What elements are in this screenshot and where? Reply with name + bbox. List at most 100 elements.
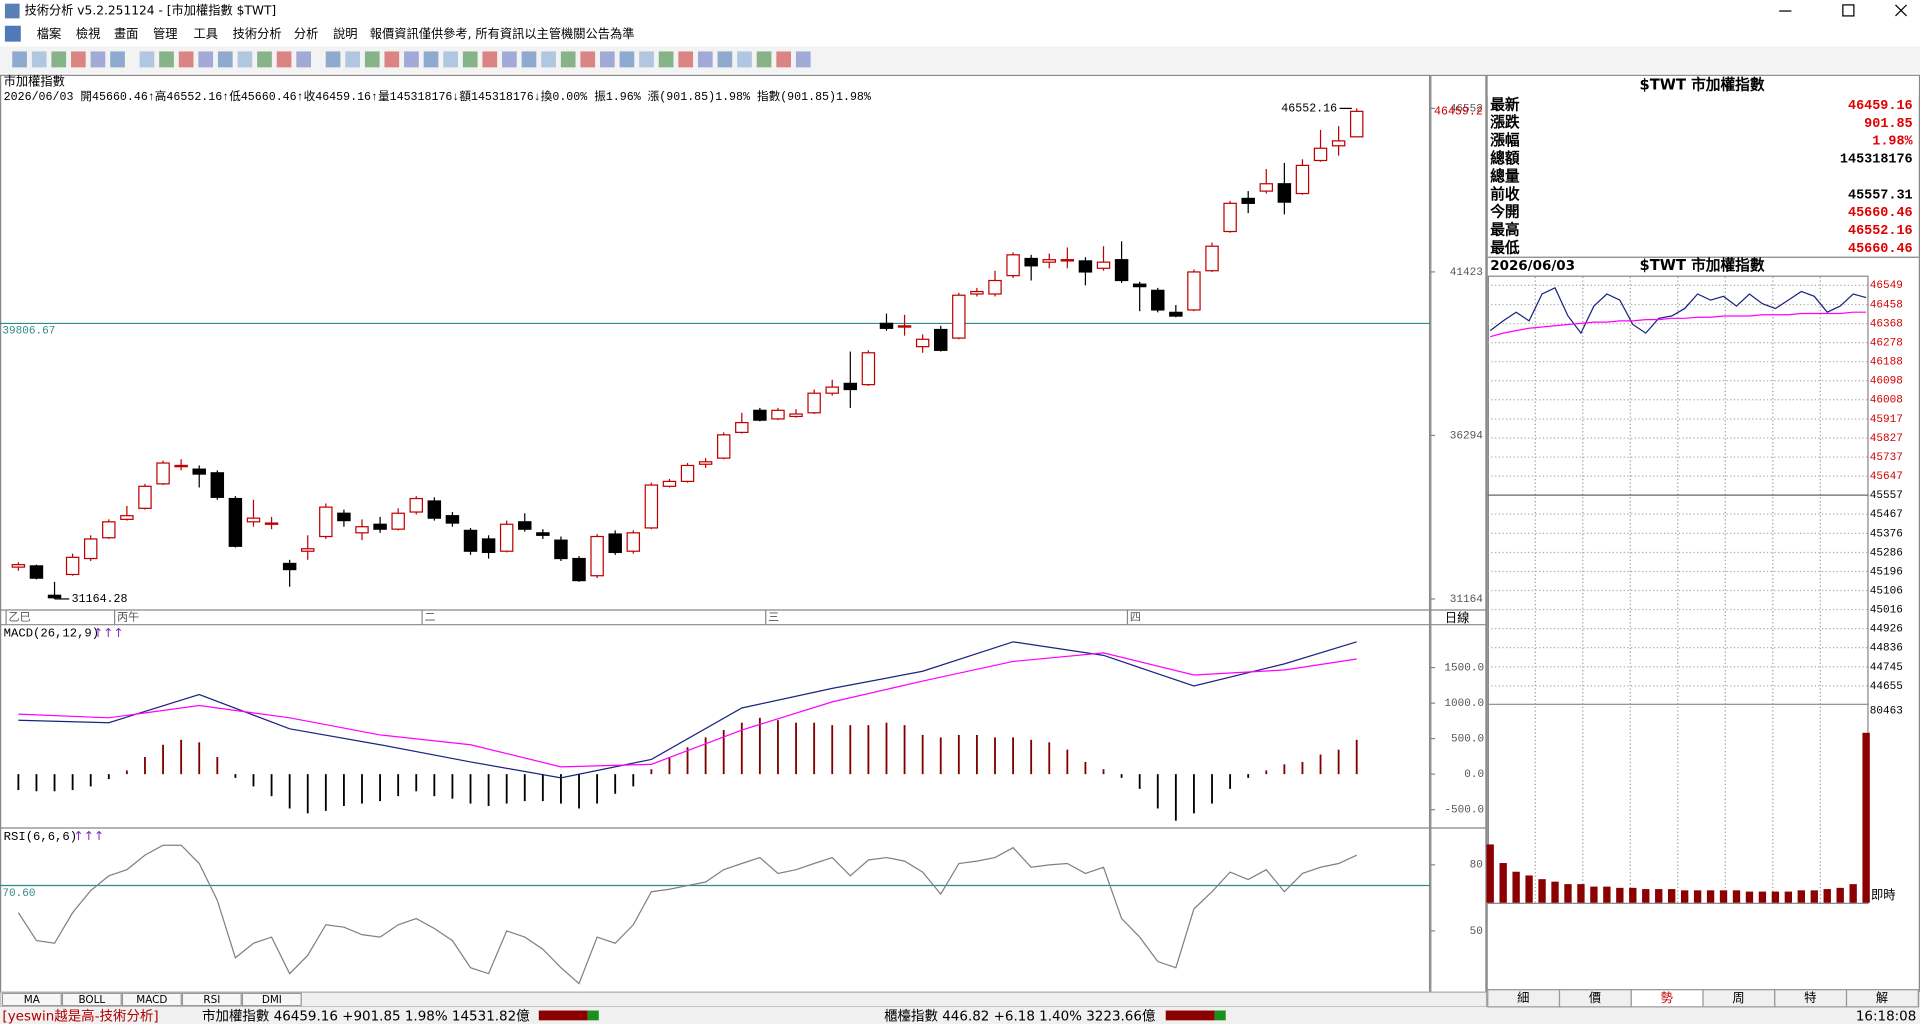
- rsi-title: RSI(6,6,6): [4, 830, 77, 844]
- candle-body: [391, 512, 405, 530]
- toolbar-button[interactable]: [325, 51, 341, 68]
- toolbar-button[interactable]: [257, 51, 272, 68]
- y-tick-label: 45737: [1870, 452, 1903, 464]
- toolbar-button[interactable]: [276, 51, 292, 68]
- indicator-tab[interactable]: [61, 992, 122, 1007]
- toolbar-button[interactable]: [737, 51, 752, 68]
- toolbar-button[interactable]: [384, 51, 400, 68]
- toolbar-button[interactable]: [51, 51, 67, 68]
- quote-tab-label: 細: [1517, 991, 1529, 1005]
- toolbar-button[interactable]: [619, 51, 635, 68]
- quote-label: 漲幅: [1490, 131, 1520, 149]
- toolbar-button[interactable]: [110, 51, 125, 68]
- toolbar-button[interactable]: [678, 51, 694, 68]
- toolbar-button[interactable]: [560, 51, 576, 68]
- toolbar-button[interactable]: [639, 51, 654, 68]
- toolbar-button[interactable]: [12, 51, 27, 68]
- candle-body: [445, 515, 460, 524]
- candle-body: [83, 538, 98, 560]
- menu-item[interactable]: 檢視: [76, 26, 100, 41]
- toolbar-button[interactable]: [462, 51, 478, 68]
- toolbar-button[interactable]: [776, 51, 792, 68]
- toolbar-button[interactable]: [756, 51, 772, 68]
- toolbar-button[interactable]: [795, 51, 811, 68]
- toolbar-button[interactable]: [198, 51, 214, 68]
- toolbar-button[interactable]: [658, 51, 674, 68]
- y-tick-label: 46008: [1870, 395, 1903, 407]
- status-otc: 櫃檯指數 446.82 +6.18 1.40% 3223.66億: [884, 1009, 1155, 1024]
- y-tick-label: 45376: [1870, 528, 1903, 540]
- toolbar-button[interactable]: [502, 51, 517, 68]
- candle-body: [1187, 271, 1201, 311]
- indicator-tab[interactable]: [1, 992, 62, 1007]
- toolbar-button[interactable]: [217, 51, 233, 68]
- quote-value: 46552.16: [1848, 224, 1913, 239]
- toolbar-button[interactable]: [697, 51, 713, 68]
- volume-bar: [1590, 886, 1598, 903]
- quote-tab-label: 勢: [1661, 990, 1673, 1005]
- indicator-tab[interactable]: [241, 992, 302, 1007]
- candle-body: [1169, 311, 1183, 317]
- candle-body: [1060, 259, 1075, 262]
- toolbar-button[interactable]: [364, 51, 380, 68]
- toolbar-button[interactable]: [159, 51, 174, 68]
- quote-tab[interactable]: [1845, 989, 1919, 1008]
- quote-label: 最新: [1490, 95, 1520, 113]
- y-tick-label: 1500.0: [1444, 662, 1484, 674]
- toolbar-button[interactable]: [541, 51, 556, 68]
- toolbar-button[interactable]: [717, 51, 733, 68]
- candle-body: [554, 539, 568, 560]
- indicator-tab[interactable]: [181, 992, 242, 1007]
- quote-label: 最高: [1490, 221, 1520, 239]
- toolbar-button[interactable]: [296, 51, 312, 68]
- maximize-button[interactable]: [1842, 4, 1855, 17]
- toolbar-button[interactable]: [521, 51, 537, 68]
- candle-body: [427, 500, 442, 519]
- toolbar-button[interactable]: [600, 51, 615, 68]
- status-gauge: [1165, 1010, 1215, 1021]
- menu-item[interactable]: 工具: [193, 27, 217, 41]
- candle-body: [1132, 283, 1147, 288]
- toolbar-button[interactable]: [31, 51, 47, 68]
- high-label: 46552.16: [1281, 102, 1337, 115]
- toolbar-button[interactable]: [237, 51, 253, 68]
- toolbar-button[interactable]: [482, 51, 498, 68]
- indicator-tab-label: MACD: [136, 994, 167, 1006]
- y-tick-label: 500.0: [1451, 734, 1484, 746]
- y-tick-label: 46278: [1870, 338, 1903, 350]
- toolbar-button[interactable]: [443, 51, 458, 68]
- window-title: 技術分析 v5.2.251124 - [市加權指數 $TWT]: [24, 3, 276, 18]
- candle-body: [301, 548, 315, 552]
- candle-body: [771, 409, 785, 420]
- menu-item[interactable]: 技術分析: [233, 27, 282, 41]
- candle-body: [47, 594, 62, 599]
- chart-title: 市加權指數: [4, 74, 65, 89]
- toolbar-button[interactable]: [423, 51, 439, 68]
- toolbar-button[interactable]: [404, 51, 419, 68]
- y-tick-label: 45467: [1870, 509, 1903, 521]
- candle-body: [210, 472, 225, 498]
- toolbar-button[interactable]: [580, 51, 596, 68]
- indicator-tab[interactable]: [121, 992, 182, 1007]
- y-tick-label: 31164: [1450, 594, 1483, 606]
- quote-label: 今開: [1489, 203, 1519, 221]
- y-tick-label: 45647: [1870, 471, 1903, 483]
- menu-item[interactable]: 分析: [294, 27, 318, 41]
- menu-item[interactable]: 說明: [333, 26, 357, 41]
- quote-label: 總量: [1490, 167, 1520, 185]
- toolbar-button[interactable]: [71, 51, 86, 68]
- toolbar-button[interactable]: [345, 51, 360, 68]
- live-label: 即時: [1871, 888, 1895, 902]
- close-button[interactable]: [1895, 4, 1907, 17]
- toolbar-button[interactable]: [90, 51, 106, 68]
- menu-item[interactable]: 畫面: [114, 26, 138, 41]
- volume-bar: [1486, 844, 1494, 903]
- menu-item[interactable]: 管理: [153, 26, 177, 41]
- candle-body: [11, 564, 26, 568]
- indicator-tab-label: RSI: [203, 994, 220, 1006]
- menu-item[interactable]: 檔案: [37, 26, 61, 41]
- volume-bar: [1655, 889, 1663, 903]
- toolbar-button[interactable]: [139, 51, 155, 68]
- toolbar-button[interactable]: [178, 51, 194, 68]
